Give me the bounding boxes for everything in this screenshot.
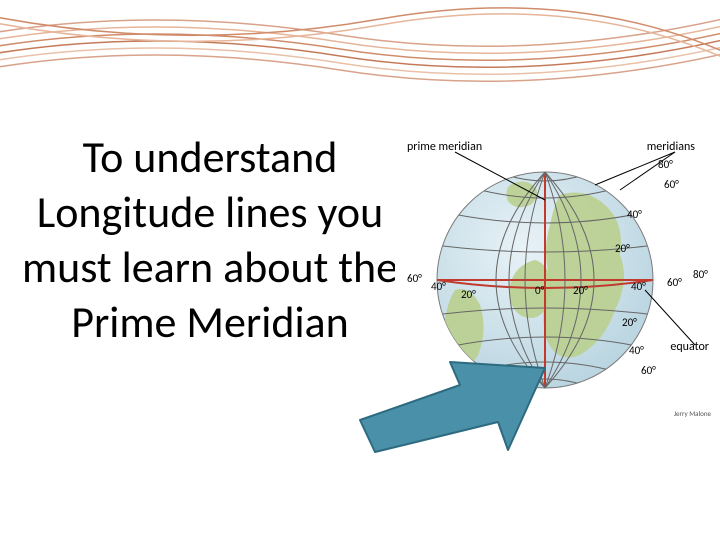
lon-label: 40° [431, 280, 446, 293]
figure-attribution: Jerry Malone [674, 409, 711, 418]
lat-label: 20° [615, 242, 630, 255]
main-content: To understand Longitude lines you must l… [20, 130, 400, 350]
lon-label: 20° [461, 288, 476, 301]
lon-label: 40° [631, 280, 646, 293]
lat-label: 20° [622, 316, 637, 329]
lon-label: 60° [407, 272, 422, 285]
lon-label: 80° [693, 268, 708, 281]
slide-heading: To understand Longitude lines you must l… [20, 130, 400, 350]
lat-label: 60° [641, 364, 656, 377]
header-swoosh [0, 0, 720, 120]
pointer-arrow [350, 350, 530, 450]
lon-label: 20° [573, 284, 588, 297]
lon-label: 0° [535, 284, 544, 297]
lat-label: 60° [664, 178, 679, 191]
lon-label: 60° [667, 276, 682, 289]
lat-label: 40° [627, 208, 642, 221]
lat-label: 80° [658, 158, 673, 171]
lat-label: 40° [629, 344, 644, 357]
